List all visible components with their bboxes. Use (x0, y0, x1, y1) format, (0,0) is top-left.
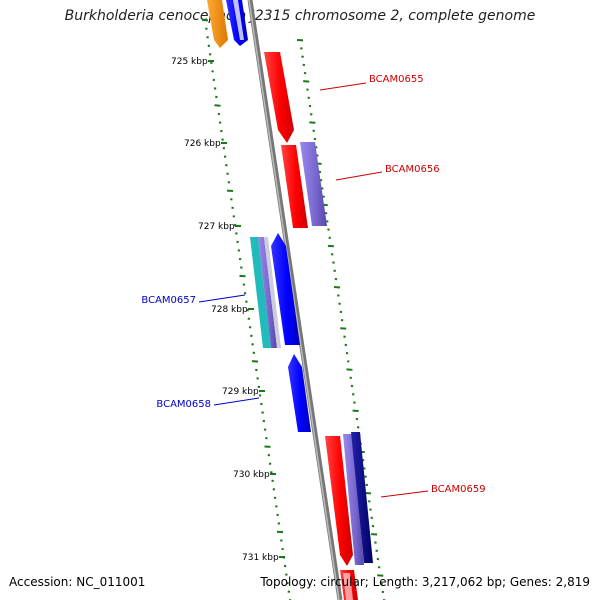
gene-label-bcam0658[interactable]: BCAM0658 (156, 399, 211, 410)
gene-label-leader (198, 294, 246, 303)
gene-label-bcam0656[interactable]: BCAM0656 (385, 164, 440, 175)
gene-label-leader (319, 82, 367, 91)
gene-label-leader (335, 171, 383, 181)
accession-text: Accession: NC_011001 (9, 575, 146, 589)
kbp-label: 727 kbp (198, 222, 235, 232)
gene-bcam0655[interactable] (264, 52, 294, 143)
gene-label-leader (380, 490, 429, 498)
kbp-label: 729 kbp (222, 387, 259, 397)
kbp-label: 725 kbp (171, 57, 208, 67)
page-title: Burkholderia cenocepacia J2315 chromosom… (64, 8, 536, 24)
gene-bcam0657[interactable] (250, 233, 300, 348)
kbp-label: 726 kbp (184, 139, 221, 149)
gene-label-leader (213, 397, 260, 406)
kbp-label: 728 kbp (211, 305, 248, 315)
left-tick-ring (201, 19, 292, 600)
gene-bcam0659[interactable] (325, 432, 373, 566)
gene-bcam0658[interactable] (288, 354, 311, 432)
feature-bottom-partial (340, 570, 358, 600)
feature-top-partial (207, 0, 248, 48)
kbp-label: 731 kbp (242, 553, 279, 563)
gene-label-bcam0655[interactable]: BCAM0655 (369, 74, 424, 85)
kbp-scale: 725 kbp 726 kbp 727 kbp 728 kbp 729 kbp 730 k… (171, 57, 285, 563)
gene-label-bcam0659[interactable]: BCAM0659 (431, 484, 486, 495)
kbp-label: 730 kbp (233, 470, 270, 480)
right-tick-ring (296, 39, 386, 600)
gene-bcam0656[interactable] (281, 142, 327, 228)
chromosome-backbone (247, 0, 343, 600)
gene-labels: BCAM0655 BCAM0656 BCAM0657 BCAM0658 BCAM0659 (141, 74, 486, 498)
gene-label-bcam0657[interactable]: BCAM0657 (141, 295, 196, 306)
genome-summary-text: Topology: circular; Length: 3,217,062 bp… (260, 575, 590, 589)
